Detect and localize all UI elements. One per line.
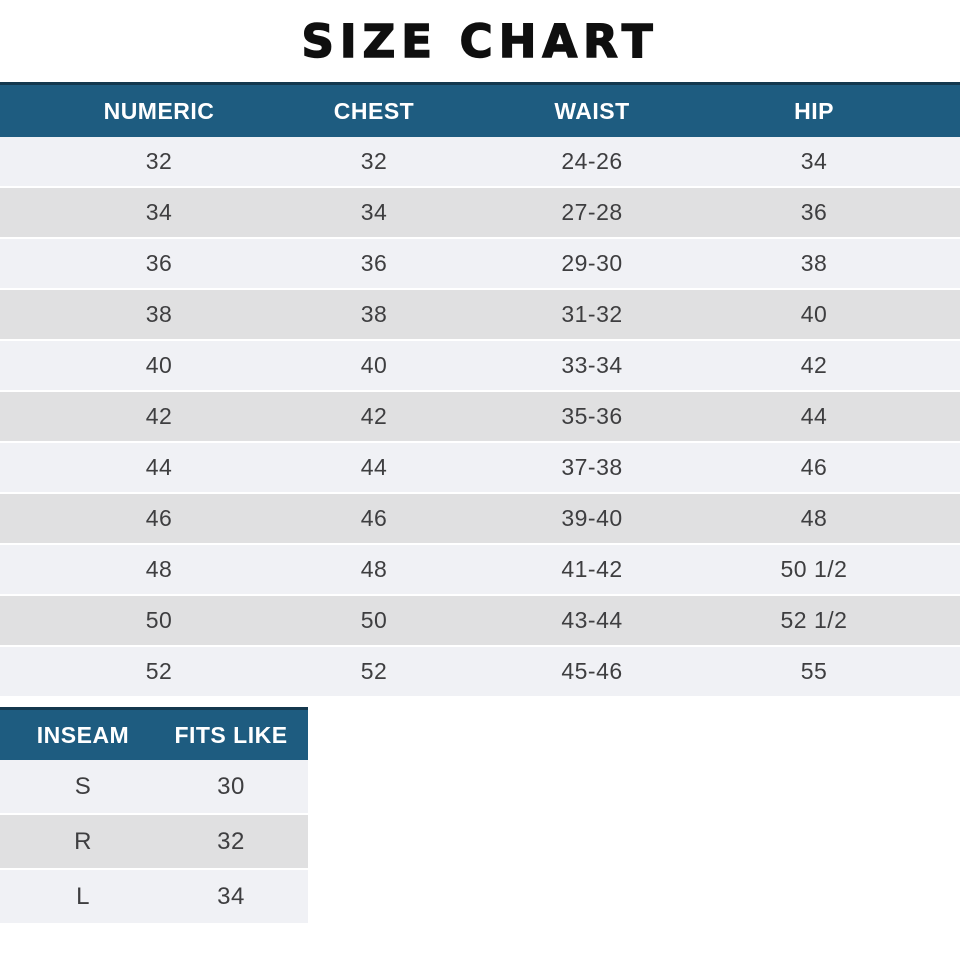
table-cell: 38 — [360, 301, 388, 327]
table-cell: 50 — [360, 607, 388, 633]
table-row: S 30 — [0, 760, 308, 815]
table-cell: 24-26 — [561, 148, 623, 174]
table-cell: 40 — [800, 301, 828, 327]
table-cell: 55 — [800, 658, 828, 684]
table-cell: 31-32 — [561, 301, 623, 327]
table-cell: 46 — [360, 505, 388, 531]
table-cell: 36 — [800, 199, 828, 225]
table-cell: 32 — [217, 827, 245, 855]
table-cell: 35-36 — [561, 403, 623, 429]
column-header-chest: CHEST — [333, 97, 415, 124]
table-cell: 44 — [800, 403, 828, 429]
table-cell: 48 — [360, 556, 388, 582]
table-cell: 42 — [145, 403, 173, 429]
size-table: NUMERIC CHEST WAIST HIP 32 32 24-26 34 34 34 2… — [0, 82, 960, 698]
column-header-inseam: INSEAM — [36, 721, 130, 748]
size-table-header: NUMERIC CHEST WAIST HIP — [0, 82, 960, 137]
table-cell: 36 — [145, 250, 173, 276]
table-row: 38 38 31-32 40 — [0, 290, 960, 341]
table-cell: S — [74, 772, 92, 800]
table-cell: 34 — [360, 199, 388, 225]
table-row: 40 40 33-34 42 — [0, 341, 960, 392]
table-cell: 38 — [145, 301, 173, 327]
column-header-fits-like: FITS LIKE — [174, 721, 288, 748]
inseam-table-body: S 30 R 32 L 34 — [0, 760, 308, 925]
table-cell: 52 1/2 — [780, 607, 848, 633]
column-header-numeric: NUMERIC — [103, 97, 215, 124]
table-cell: 39-40 — [561, 505, 623, 531]
table-cell: 45-46 — [561, 658, 623, 684]
table-cell: 36 — [360, 250, 388, 276]
table-row: 42 42 35-36 44 — [0, 392, 960, 443]
table-cell: 29-30 — [561, 250, 623, 276]
column-header-hip: HIP — [794, 97, 834, 124]
table-cell: 43-44 — [561, 607, 623, 633]
table-cell: 27-28 — [561, 199, 623, 225]
table-row: 48 48 41-42 50 1/2 — [0, 545, 960, 596]
table-row: 44 44 37-38 46 — [0, 443, 960, 494]
table-cell: 40 — [360, 352, 388, 378]
page-title: SIZE CHART — [301, 14, 659, 69]
table-cell: 48 — [145, 556, 173, 582]
table-cell: 48 — [800, 505, 828, 531]
table-cell: 30 — [217, 772, 245, 800]
table-cell: 34 — [800, 148, 828, 174]
table-cell: 32 — [360, 148, 388, 174]
table-cell: 32 — [145, 148, 173, 174]
table-row: 34 34 27-28 36 — [0, 188, 960, 239]
table-cell: 50 1/2 — [780, 556, 848, 582]
table-cell: 33-34 — [561, 352, 623, 378]
table-cell: 44 — [145, 454, 173, 480]
table-cell: 40 — [145, 352, 173, 378]
table-row: L 34 — [0, 870, 308, 925]
table-cell: 34 — [145, 199, 173, 225]
table-cell: 41-42 — [561, 556, 623, 582]
table-cell: 52 — [145, 658, 173, 684]
table-cell: R — [74, 827, 92, 855]
table-cell: 46 — [145, 505, 173, 531]
table-row: 36 36 29-30 38 — [0, 239, 960, 290]
table-cell: 38 — [800, 250, 828, 276]
table-row: 32 32 24-26 34 — [0, 137, 960, 188]
table-row: 50 50 43-44 52 1/2 — [0, 596, 960, 647]
table-cell: 34 — [217, 882, 245, 910]
table-row: 52 52 45-46 55 — [0, 647, 960, 698]
table-cell: 46 — [800, 454, 828, 480]
table-cell: 42 — [800, 352, 828, 378]
table-row: 46 46 39-40 48 — [0, 494, 960, 545]
table-cell: 37-38 — [561, 454, 623, 480]
table-cell: 52 — [360, 658, 388, 684]
inseam-table: INSEAM FITS LIKE S 30 R 32 L 34 — [0, 707, 308, 925]
table-cell: 42 — [360, 403, 388, 429]
table-cell: L — [76, 882, 90, 910]
size-table-body: 32 32 24-26 34 34 34 27-28 36 36 36 29-30 38 38 38 31-… — [0, 137, 960, 698]
table-cell: 50 — [145, 607, 173, 633]
column-header-waist: WAIST — [554, 97, 630, 124]
table-cell: 44 — [360, 454, 388, 480]
table-row: R 32 — [0, 815, 308, 870]
inseam-table-header: INSEAM FITS LIKE — [0, 707, 308, 760]
